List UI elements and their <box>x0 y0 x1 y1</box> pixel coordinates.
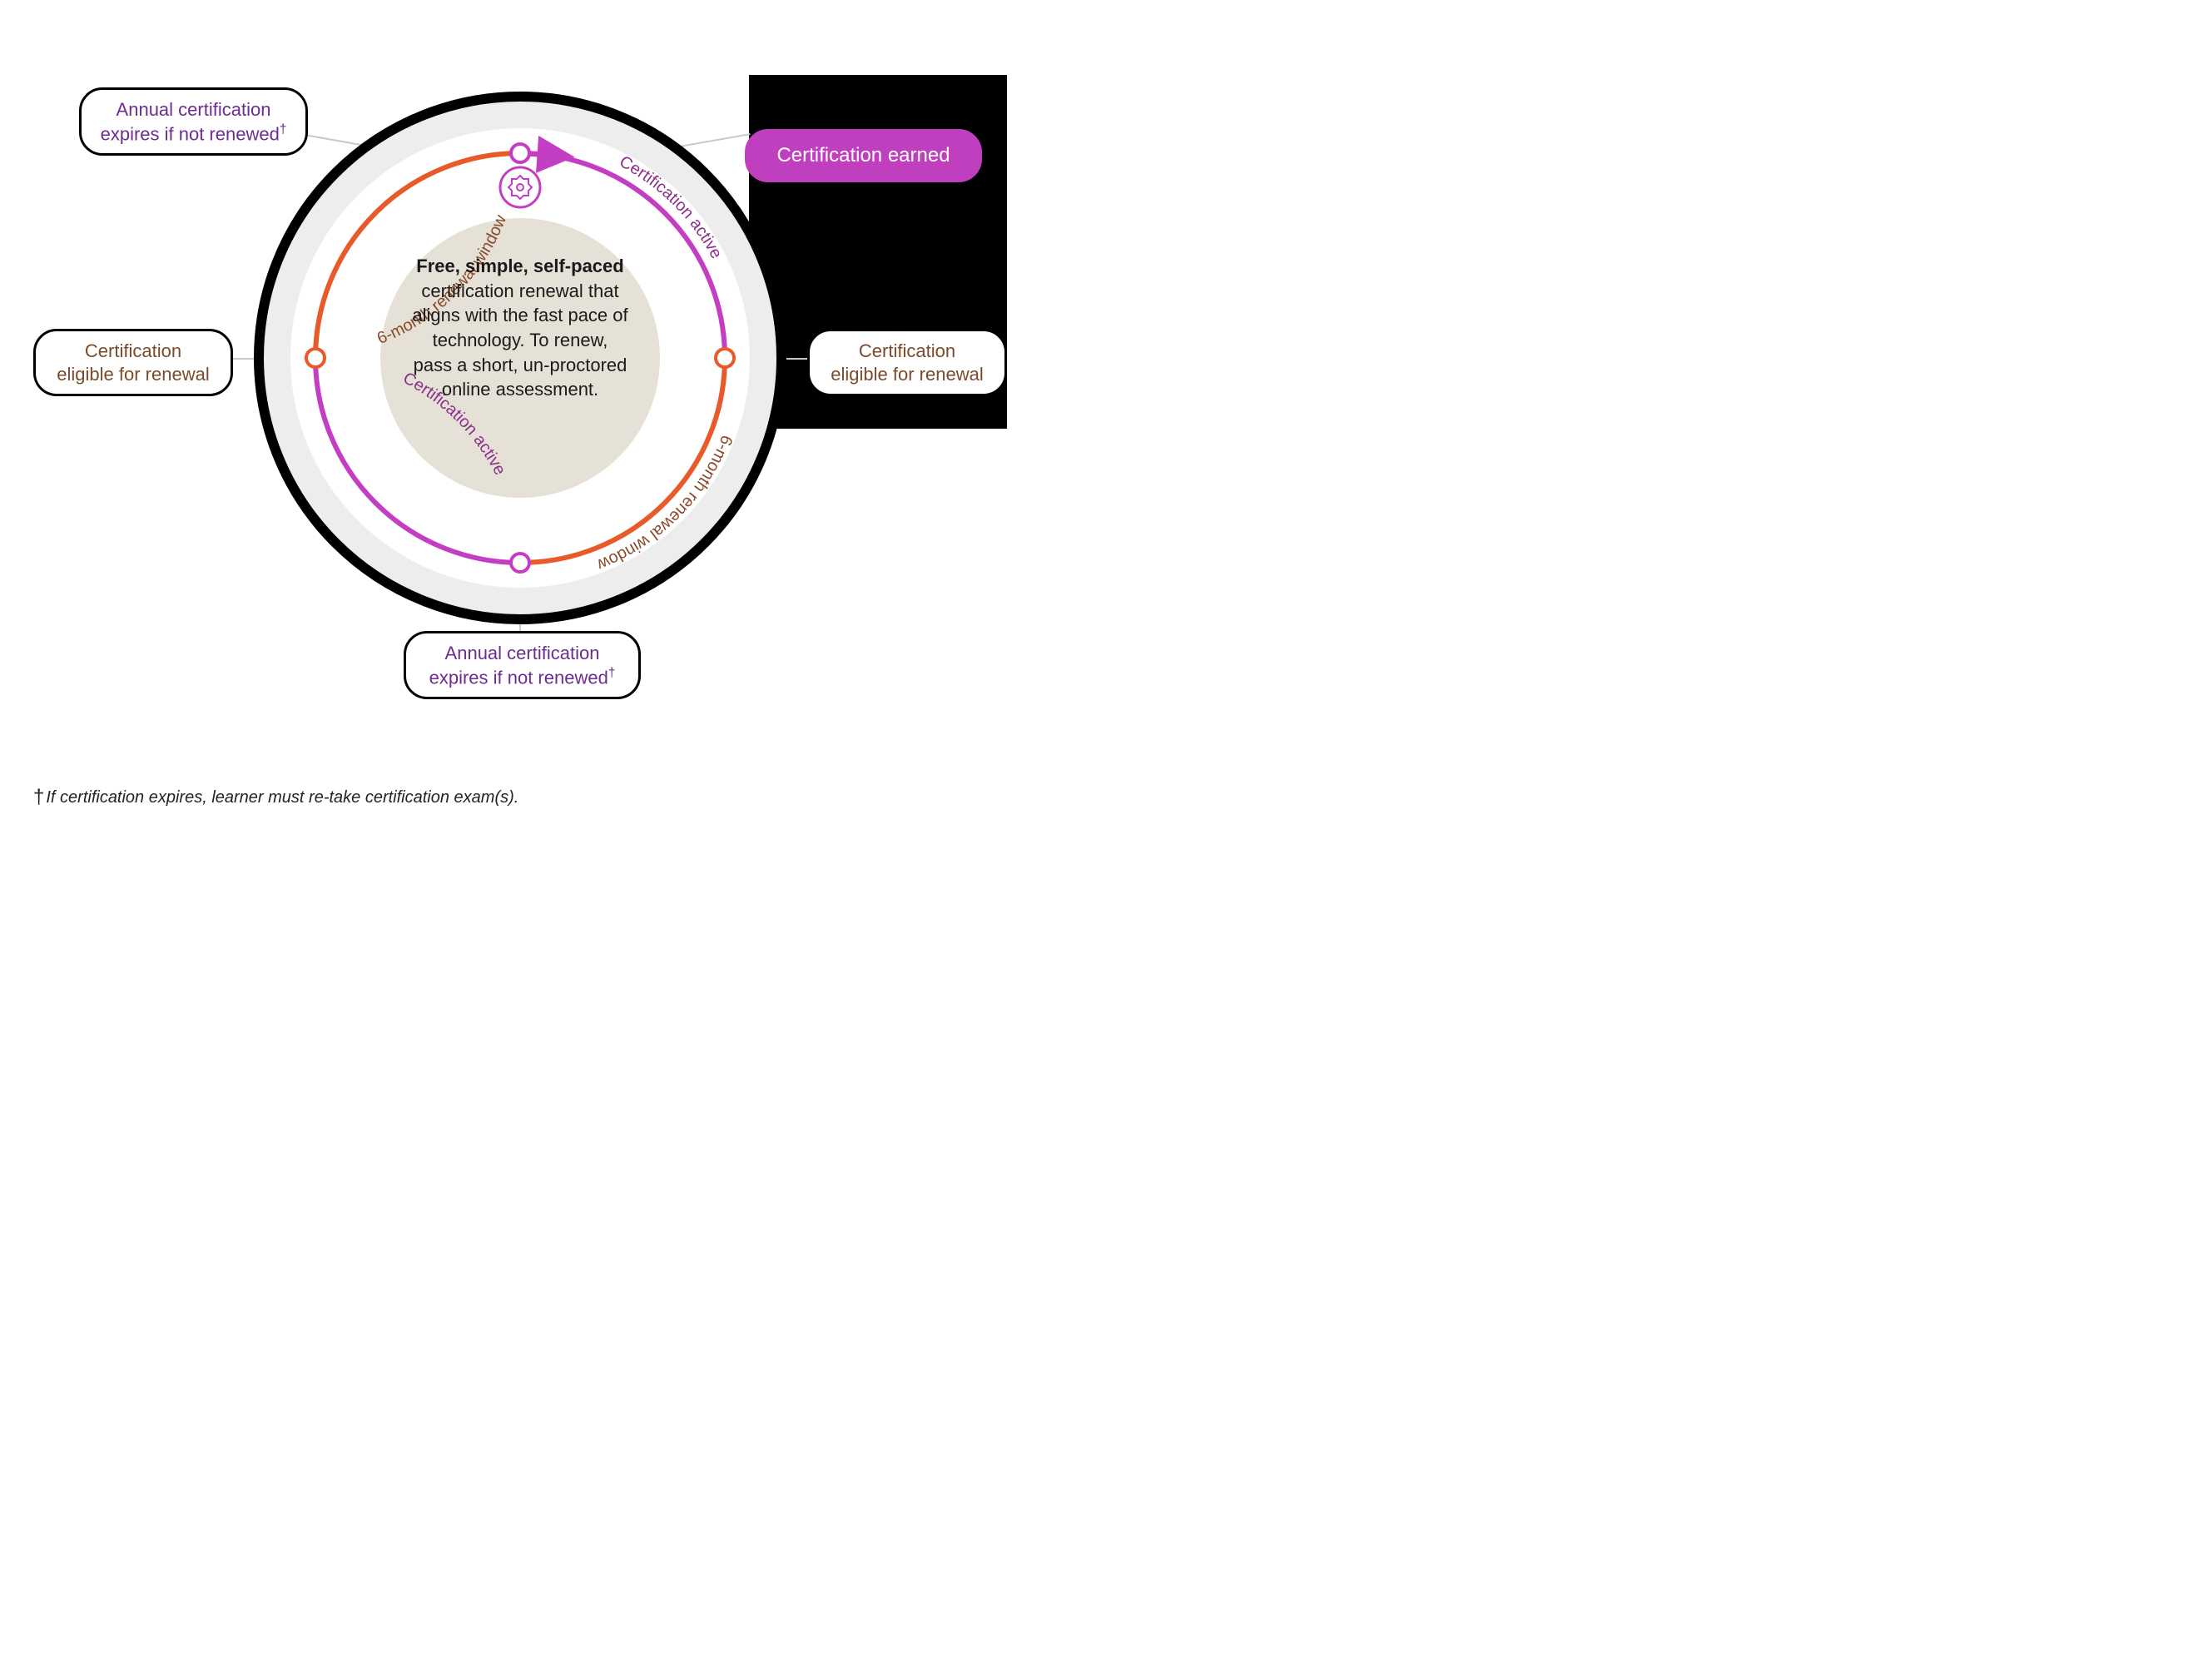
node-bottom <box>511 554 529 572</box>
callout-earned-text: Certification earned <box>776 144 950 166</box>
callout-expires-top: Annual certification expires if not rene… <box>79 87 308 156</box>
center-bold: Free, simple, self-paced <box>416 256 623 276</box>
callout-eligible-right-text: Certification eligible for renewal <box>831 340 983 385</box>
callout-expires-bottom: Annual certification expires if not rene… <box>404 631 641 699</box>
callout-eligible-right: Certification eligible for renewal <box>807 329 1007 396</box>
node-left <box>306 349 325 367</box>
callout-expires-top-text: Annual certification expires if not rene… <box>101 99 280 144</box>
footnote-text: If certification expires, learner must r… <box>46 788 518 807</box>
center-description: Free, simple, self-paced certification r… <box>412 254 628 402</box>
node-top <box>511 144 529 162</box>
dagger: † <box>280 122 287 137</box>
footnote-dagger: † <box>33 786 44 808</box>
callout-expires-bottom-text: Annual certification expires if not rene… <box>429 643 608 688</box>
badge-icon <box>500 167 540 207</box>
callout-eligible-left-text: Certification eligible for renewal <box>57 340 209 385</box>
diagram-stage: Certification active 6-month renewal win… <box>0 0 1106 829</box>
callout-earned: Certification earned <box>745 129 982 182</box>
node-right <box>716 349 734 367</box>
center-rest: certification renewal that aligns with t… <box>412 281 627 400</box>
dagger: † <box>608 666 616 680</box>
footnote: †If certification expires, learner must … <box>33 786 518 809</box>
callout-eligible-left: Certification eligible for renewal <box>33 329 233 396</box>
